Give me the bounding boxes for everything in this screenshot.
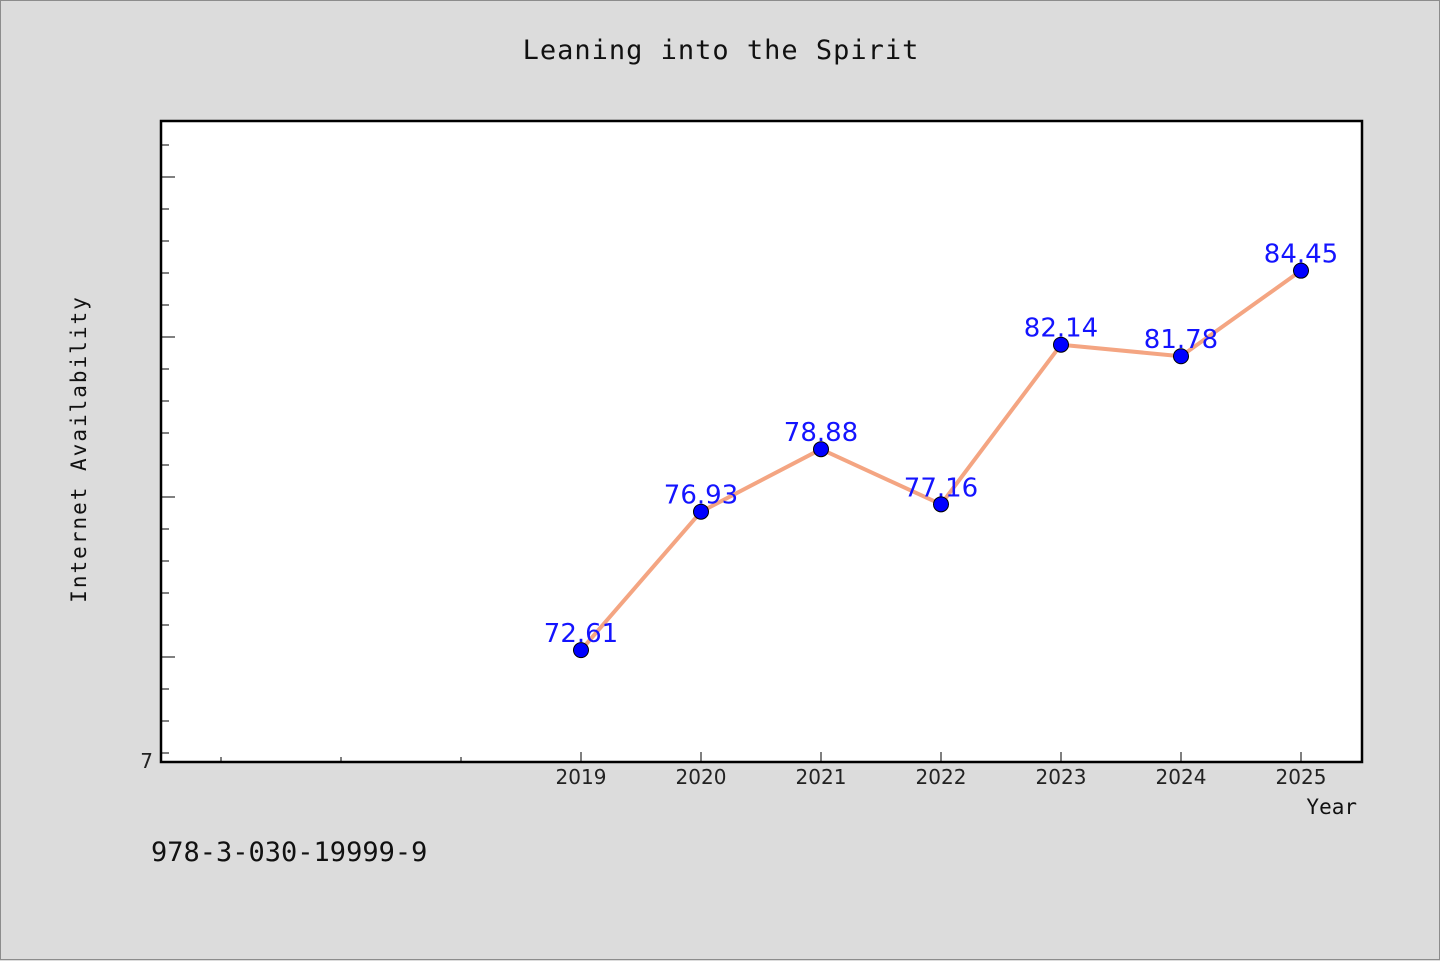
x-tick-label: 2024 bbox=[1156, 765, 1207, 789]
data-point bbox=[573, 642, 589, 659]
data-label: 84.45 bbox=[1264, 240, 1338, 270]
chart-title: Leaning into the Spirit bbox=[522, 35, 920, 66]
y-axis-label: Internet Availability bbox=[67, 295, 91, 603]
x-tick-label: 2020 bbox=[676, 765, 727, 789]
y-tick-labels: 7 bbox=[140, 749, 153, 773]
data-point bbox=[933, 496, 949, 513]
data-label: 78.88 bbox=[784, 418, 858, 448]
x-tick-label: 2025 bbox=[1276, 765, 1327, 789]
x-axis-label: Year bbox=[1306, 795, 1357, 819]
data-markers bbox=[573, 262, 1309, 659]
data-label: 81.78 bbox=[1144, 325, 1218, 355]
data-label: 82.14 bbox=[1024, 314, 1098, 344]
x-tick-label: 2019 bbox=[556, 765, 607, 789]
data-point bbox=[1173, 348, 1189, 365]
data-point bbox=[1293, 262, 1309, 279]
y-tick-label: 7 bbox=[140, 749, 153, 773]
data-point bbox=[813, 441, 829, 458]
x-tick-label: 2022 bbox=[916, 765, 967, 789]
plot-area bbox=[159, 119, 1364, 764]
x-tick-labels: 2019 2020 2021 2022 2023 2024 2025 bbox=[556, 765, 1327, 789]
axis-ticks bbox=[161, 144, 1302, 762]
data-point bbox=[1053, 336, 1069, 353]
data-label: 72.61 bbox=[544, 619, 618, 649]
x-tick-label: 2023 bbox=[1036, 765, 1087, 789]
data-labels: 72.61 76.93 78.88 77.16 82.14 81.78 84.45 bbox=[544, 240, 1338, 649]
data-point bbox=[693, 503, 709, 520]
isbn-note: 978-3-030-19999-9 bbox=[151, 837, 428, 868]
data-label: 76.93 bbox=[664, 481, 738, 511]
x-tick-label: 2021 bbox=[796, 765, 847, 789]
data-label: 77.16 bbox=[904, 473, 978, 503]
